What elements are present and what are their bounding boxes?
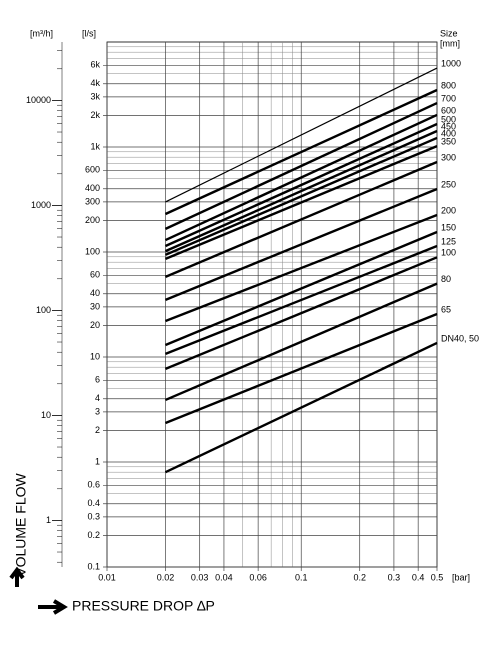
x-tick-label: 0.01 xyxy=(98,572,116,582)
series-line xyxy=(165,160,438,278)
series-label: 350 xyxy=(441,136,456,146)
x-tick-label: 0.5 xyxy=(431,572,444,582)
series-line xyxy=(164,282,438,402)
y-tick-label: 400 xyxy=(85,183,100,193)
x-axis-title: PRESSURE DROP ∆P xyxy=(72,598,215,614)
x-tick-label: 0.1 xyxy=(295,572,308,582)
series-line xyxy=(164,88,438,216)
y-tick-label: 100 xyxy=(85,246,100,256)
y-tick-label: 2k xyxy=(90,110,100,120)
series-line xyxy=(165,187,438,301)
y2-tick-label: 10 xyxy=(41,410,51,420)
series-line xyxy=(164,101,438,230)
y-tick-label: 60 xyxy=(90,270,100,280)
x-arrow xyxy=(38,599,68,615)
y-axis-title: VOLUME FLOW xyxy=(13,472,29,576)
legend-unit: [mm] xyxy=(440,38,460,48)
series-line xyxy=(165,230,438,347)
y2-unit: [m³/h] xyxy=(30,28,53,38)
series-label: 300 xyxy=(441,152,456,162)
x-tick-label: 0.3 xyxy=(388,572,401,582)
y-tick-label: 20 xyxy=(90,320,100,330)
y-tick-label: 300 xyxy=(85,196,100,206)
series-label: 400 xyxy=(441,128,456,138)
y-tick-label: 0.1 xyxy=(87,561,100,571)
series-line xyxy=(164,136,438,256)
y-tick-label: 10 xyxy=(90,351,100,361)
series-label: 150 xyxy=(441,222,456,232)
y-tick-label: 6k xyxy=(90,60,100,70)
series-line xyxy=(165,312,438,425)
series-line xyxy=(164,129,438,253)
y-tick-label: 3 xyxy=(95,406,100,416)
y-tick-label: 30 xyxy=(90,301,100,311)
x-unit: [bar] xyxy=(452,572,470,582)
x-tick-label: 0.04 xyxy=(215,572,233,582)
series-line xyxy=(165,213,438,323)
series-label: 500 xyxy=(441,114,456,124)
y-tick-label: 4k xyxy=(90,78,100,88)
series-label: DN40, 50 xyxy=(441,333,479,343)
series-line xyxy=(164,122,438,248)
series-line xyxy=(165,244,438,356)
y-tick-label: 0.6 xyxy=(87,480,100,490)
x-tick-label: 0.02 xyxy=(157,572,175,582)
y-tick-label: 0.4 xyxy=(87,498,100,508)
series-line xyxy=(165,67,438,203)
series-label: 600 xyxy=(441,105,456,115)
series-line xyxy=(165,144,438,260)
x-tick-label: 0.2 xyxy=(353,572,366,582)
y-unit: [l/s] xyxy=(82,28,96,38)
series-label: 100 xyxy=(441,248,456,258)
y2-tick-label: 10000 xyxy=(26,95,51,105)
y-arrow xyxy=(9,566,25,587)
series-label: 65 xyxy=(441,304,451,314)
y2-tick-label: 100 xyxy=(36,305,51,315)
series-label: 700 xyxy=(441,93,456,103)
y-tick-label: 200 xyxy=(85,215,100,225)
y2-tick-label: 1 xyxy=(46,515,51,525)
series-label: 1000 xyxy=(441,58,461,68)
series-line xyxy=(164,113,438,242)
series-label: 125 xyxy=(441,236,456,246)
y2-tick-label: 1000 xyxy=(31,200,51,210)
y-tick-label: 1 xyxy=(95,456,100,466)
series-line xyxy=(165,256,438,371)
y-tick-label: 4 xyxy=(95,393,100,403)
y-tick-label: 6 xyxy=(95,375,100,385)
y-tick-label: 2 xyxy=(95,425,100,435)
series-label: 200 xyxy=(441,205,456,215)
series-line xyxy=(164,341,438,474)
series-label: 800 xyxy=(441,80,456,90)
y-tick-label: 0.2 xyxy=(87,530,100,540)
series-label: 80 xyxy=(441,274,451,284)
series-label: 250 xyxy=(441,179,456,189)
x-tick-label: 0.4 xyxy=(412,572,425,582)
y-tick-label: 0.3 xyxy=(87,511,100,521)
y-tick-label: 1k xyxy=(90,141,100,151)
y-tick-label: 3k xyxy=(90,91,100,101)
x-tick-label: 0.06 xyxy=(249,572,267,582)
legend-title: Size xyxy=(440,28,458,38)
series-label: 450 xyxy=(441,121,456,131)
y-tick-label: 40 xyxy=(90,288,100,298)
y-tick-label: 600 xyxy=(85,165,100,175)
x-tick-label: 0.03 xyxy=(191,572,209,582)
